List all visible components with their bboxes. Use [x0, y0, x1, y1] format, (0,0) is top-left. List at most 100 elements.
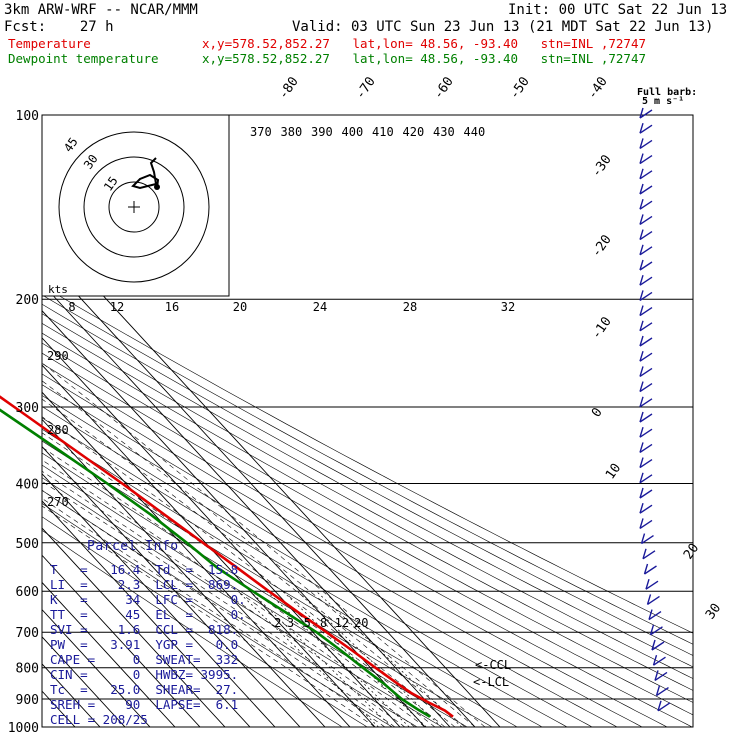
parcel-row: CAPE = 0 SWEAT= 332	[50, 652, 239, 667]
location-line-dewpoint: x,y=578.52,852.27 lat,lon= 48.56, -93.40…	[202, 51, 647, 66]
moist-adiabat	[42, 398, 466, 727]
wind-barb	[639, 487, 644, 499]
wind-barb	[639, 396, 644, 408]
pressure-label: 700	[16, 626, 39, 641]
mixing-ratio-label: 2	[274, 616, 281, 630]
pressure-label: 400	[16, 477, 39, 492]
dry-adiabat	[42, 322, 693, 679]
isotherm-label: -40	[585, 74, 611, 102]
hodograph-trace	[131, 157, 160, 190]
dry-adiabat	[42, 373, 668, 727]
isotherm-line	[42, 581, 176, 727]
hodograph-ring-label: 45	[61, 135, 81, 155]
dry-adiabat	[42, 313, 693, 668]
mixing-ratio-line	[315, 590, 463, 727]
wind-barb	[639, 168, 644, 180]
isotherm-line	[42, 255, 476, 727]
isotherm-line	[42, 391, 351, 727]
parcel-row: LI = 2.3 LCL = 869.	[50, 577, 239, 592]
dry-adiabat-label: 270	[47, 495, 69, 509]
wind-barb	[639, 138, 644, 149]
wind-barb	[639, 261, 653, 271]
parcel-row: K = 34 LFC = 0.	[50, 592, 246, 607]
dry-adiabat	[42, 529, 343, 727]
isotherm-label: -10	[589, 314, 615, 342]
isotherm-line	[42, 228, 501, 727]
isotherm-label: -70	[353, 74, 379, 102]
isotherm-label: 20	[681, 541, 702, 562]
moist-adiabat	[42, 362, 486, 727]
location-line-temperature: x,y=578.52,852.27 lat,lon= 48.56, -93.40…	[202, 36, 647, 51]
wind-barb	[639, 442, 644, 453]
parcel-row: T = 16.4 Td = 15.8	[50, 562, 239, 577]
wind-barb	[639, 411, 644, 423]
hodograph-ring-label: 15	[101, 174, 121, 194]
dry-adiabat	[42, 440, 518, 727]
hodograph-ring	[108, 181, 160, 233]
wind-barb	[639, 231, 653, 241]
parcel-row: Tc = 25.0 SHEAR= 27.	[50, 682, 239, 697]
wind-barb	[642, 550, 656, 560]
legend-dewpoint: Dewpoint temperature	[8, 51, 159, 66]
wind-barb	[639, 383, 653, 393]
init-time: Init: 00 UTC Sat 22 Jun 13	[508, 2, 728, 18]
wind-barb	[639, 124, 653, 134]
wind-barb	[645, 578, 650, 590]
mixing-ratio-label: 3	[287, 616, 294, 630]
isotherm-line	[42, 364, 376, 727]
wind-barb	[639, 291, 653, 301]
wind-barb	[639, 322, 653, 332]
wind-barb	[639, 443, 653, 453]
wind-barb	[650, 626, 663, 636]
wind-barb	[646, 594, 652, 605]
isotherm-label: -30	[589, 152, 615, 180]
moist-adiabat	[42, 416, 456, 727]
theta-e-label: 400	[342, 125, 364, 139]
theta-e-label: 440	[464, 125, 486, 139]
wind-barb	[648, 611, 662, 621]
wind-barb	[640, 533, 646, 544]
moist-adiabat	[42, 505, 376, 727]
legend-temperature: Temperature	[8, 36, 91, 51]
hodograph-ring	[83, 156, 185, 258]
wind-barb	[654, 671, 668, 681]
forecast-hour: Fcst: 27 h	[4, 19, 114, 35]
mixing-ratio-line	[296, 590, 442, 727]
dry-adiabat-label: 280	[47, 423, 69, 437]
wind-barb	[639, 305, 644, 316]
wind-barb	[652, 654, 658, 666]
wind-barb	[639, 200, 653, 210]
wind-barb	[641, 535, 654, 545]
wind-barb	[653, 656, 666, 666]
dry-adiabat	[42, 428, 543, 727]
wind-barb	[639, 109, 653, 119]
hodograph-axis-label: 24	[313, 300, 327, 314]
dry-adiabat	[42, 406, 593, 727]
hodograph-axis-label: 32	[501, 300, 515, 314]
pressure-label: 200	[16, 293, 39, 308]
dry-adiabat	[42, 384, 643, 727]
wind-barb	[639, 472, 644, 484]
wind-barb	[639, 290, 644, 301]
storm-motion-marker	[154, 184, 160, 190]
wind-barb	[639, 107, 644, 119]
wind-barb	[639, 519, 653, 529]
wind-barb	[639, 183, 644, 195]
theta-e-label: 390	[311, 125, 333, 139]
barb-legend-line2: 5 m s⁻¹	[642, 96, 684, 107]
wind-barb	[639, 350, 644, 362]
dry-adiabat	[42, 477, 443, 727]
wind-barb	[639, 198, 644, 210]
theta-e-label: 370	[250, 125, 272, 139]
wind-barb	[639, 502, 644, 514]
wind-barb	[639, 398, 653, 408]
parcel-info-title: Parcel Info	[87, 539, 179, 554]
moist-adiabat	[42, 470, 416, 727]
isotherm-label: -60	[431, 74, 457, 102]
hodograph-box	[41, 114, 230, 297]
dewpoint-profile	[0, 408, 431, 718]
wind-barb	[639, 474, 653, 484]
dry-adiabat	[42, 342, 693, 703]
isotherm-line	[42, 608, 151, 727]
